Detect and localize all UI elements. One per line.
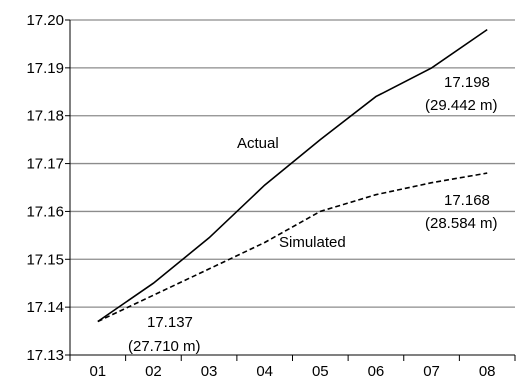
annotation-start-meters: (27.710 m) — [128, 338, 201, 355]
annotation-simulated-end-meters: (28.584 m) — [425, 215, 498, 232]
grid-lines — [70, 19, 515, 308]
x-tick-label: 06 — [368, 363, 385, 378]
x-tick-label: 07 — [423, 363, 440, 378]
x-tick-label: 02 — [145, 363, 162, 378]
x-tick-labels: 01 02 03 04 05 06 07 08 — [69, 355, 516, 378]
y-tick-label: 17.13 — [26, 347, 64, 364]
annotation-actual-end-value: 17.198 — [444, 74, 490, 91]
series-line-actual — [97, 28, 488, 323]
annotation-simulated-end-value: 17.168 — [444, 192, 490, 209]
y-tick-label: 17.14 — [26, 299, 64, 316]
y-tick-label: 17.18 — [26, 108, 64, 125]
y-tick-label: 17.15 — [26, 251, 64, 268]
x-tick-label: 01 — [89, 363, 106, 378]
x-tick-label: 05 — [312, 363, 329, 378]
annotation-actual-end-meters: (29.442 m) — [425, 97, 498, 114]
y-tick-label: 17.16 — [26, 203, 64, 220]
annotations: Actual Simulated 17.198 (29.442 m) 17.16… — [128, 74, 498, 355]
x-tick-label: 03 — [201, 363, 218, 378]
annotation-simulated: Simulated — [279, 234, 346, 251]
y-tick-label: 17.20 — [26, 12, 64, 29]
axes — [69, 20, 515, 356]
y-tick-label: 17.19 — [26, 60, 64, 77]
series-line-simulated — [97, 172, 488, 323]
y-tick-labels: 17.13 17.14 17.15 17.16 17.17 17.18 17.19 17.20 — [26, 12, 70, 364]
y-tick-label: 17.17 — [26, 156, 64, 173]
x-tick-label: 08 — [479, 363, 496, 378]
annotation-actual: Actual — [237, 135, 279, 152]
x-tick-label: 04 — [256, 363, 273, 378]
series-lines — [97, 28, 488, 323]
annotation-start-value: 17.137 — [147, 314, 193, 331]
